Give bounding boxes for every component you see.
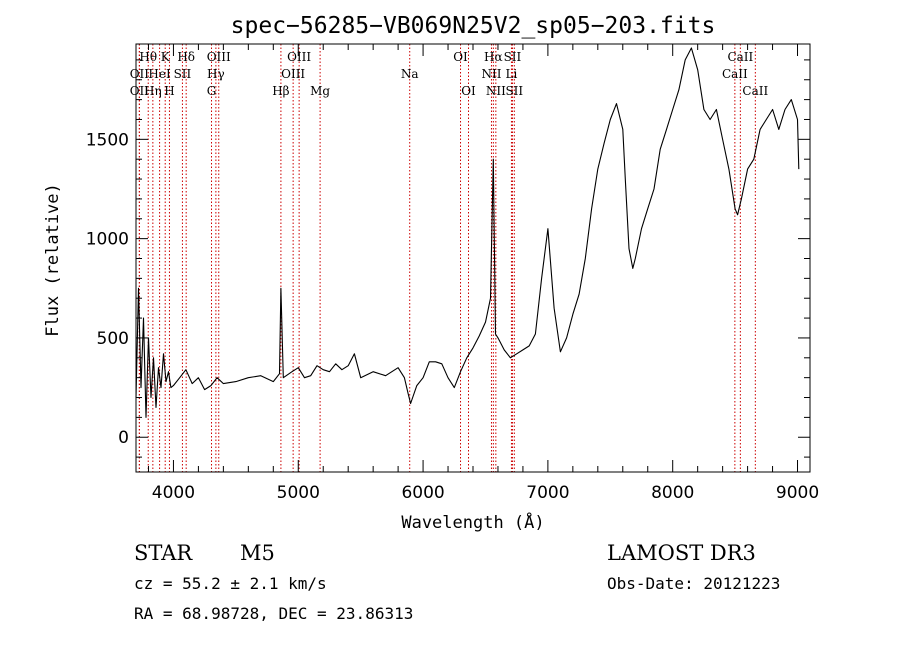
spectral-line-label: OII [130,84,150,98]
spectral-line-label: Na [401,67,419,81]
spectral-line-label: K [161,50,171,64]
y-tick-label: 1500 [86,130,129,150]
y-tick-label: 500 [97,329,129,349]
spectral-line-label: CaII [727,50,753,64]
spectral-line-label: Hα [484,50,503,64]
x-tick-label: 8000 [651,483,694,503]
spectral-line-label: Hθ [139,50,157,64]
spectrum-line [135,47,800,418]
spectral-line-label: Hγ [207,67,225,81]
spectral-line-label: OIII [207,50,231,64]
y-axis-ticks: 0 500 1000 1500 [86,59,810,458]
survey-name: LAMOST DR3 [607,541,756,565]
x-tick-label: 5000 [277,483,320,503]
spectral-line-label: G [207,84,217,98]
y-tick-label: 1000 [86,230,129,250]
spectral-line-label: Hη [144,84,162,98]
observation-date: Obs-Date: 20121223 [607,574,780,593]
spectral-line-label: SII [174,67,192,81]
spectral-line-label: OIII [281,67,305,81]
x-axis-label: Wavelength (Å) [401,511,544,533]
object-subclass: M5 [240,541,275,565]
spectral-line-label: Hδ [177,50,195,64]
y-tick-label: 0 [118,428,129,448]
spectral-line-markers [138,44,756,472]
spectral-line-label: NII [486,84,506,98]
object-class: STAR [134,541,193,565]
spectral-line-label: NII [481,67,501,81]
x-tick-label: 6000 [401,483,444,503]
x-tick-label: 9000 [776,483,819,503]
x-tick-label: 7000 [526,483,569,503]
spectral-line-label: Mg [310,84,330,98]
spectral-line-label: H [164,84,174,98]
spectral-line-label: Hβ [272,84,289,98]
spectral-line-label: CaII [722,67,748,81]
spectral-line-label: HeI [148,67,171,81]
spectral-line-label: CaII [742,84,768,98]
y-axis-label: Flux (relative) [43,183,63,337]
spectral-line-label: OIII [287,50,311,64]
chart-title: spec−56285−VB069N25V2_sp05−203.fits [231,13,716,39]
spectral-line-label: SII [504,50,522,64]
spectral-line-label: Li [506,67,518,81]
x-tick-label: 4000 [152,483,195,503]
plot-frame [135,43,811,473]
spectral-line-label: OI [461,84,476,98]
spectral-line-label: SII [505,84,523,98]
spectral-line-label: OI [453,50,468,64]
spectral-line-label: OII [130,67,150,81]
redshift-cz: cz = 55.2 ± 2.1 km/s [134,574,327,593]
x-axis-ticks: 4000 5000 6000 7000 8000 9000 [147,44,819,503]
coordinates: RA = 68.98728, DEC = 23.86313 [134,604,413,623]
